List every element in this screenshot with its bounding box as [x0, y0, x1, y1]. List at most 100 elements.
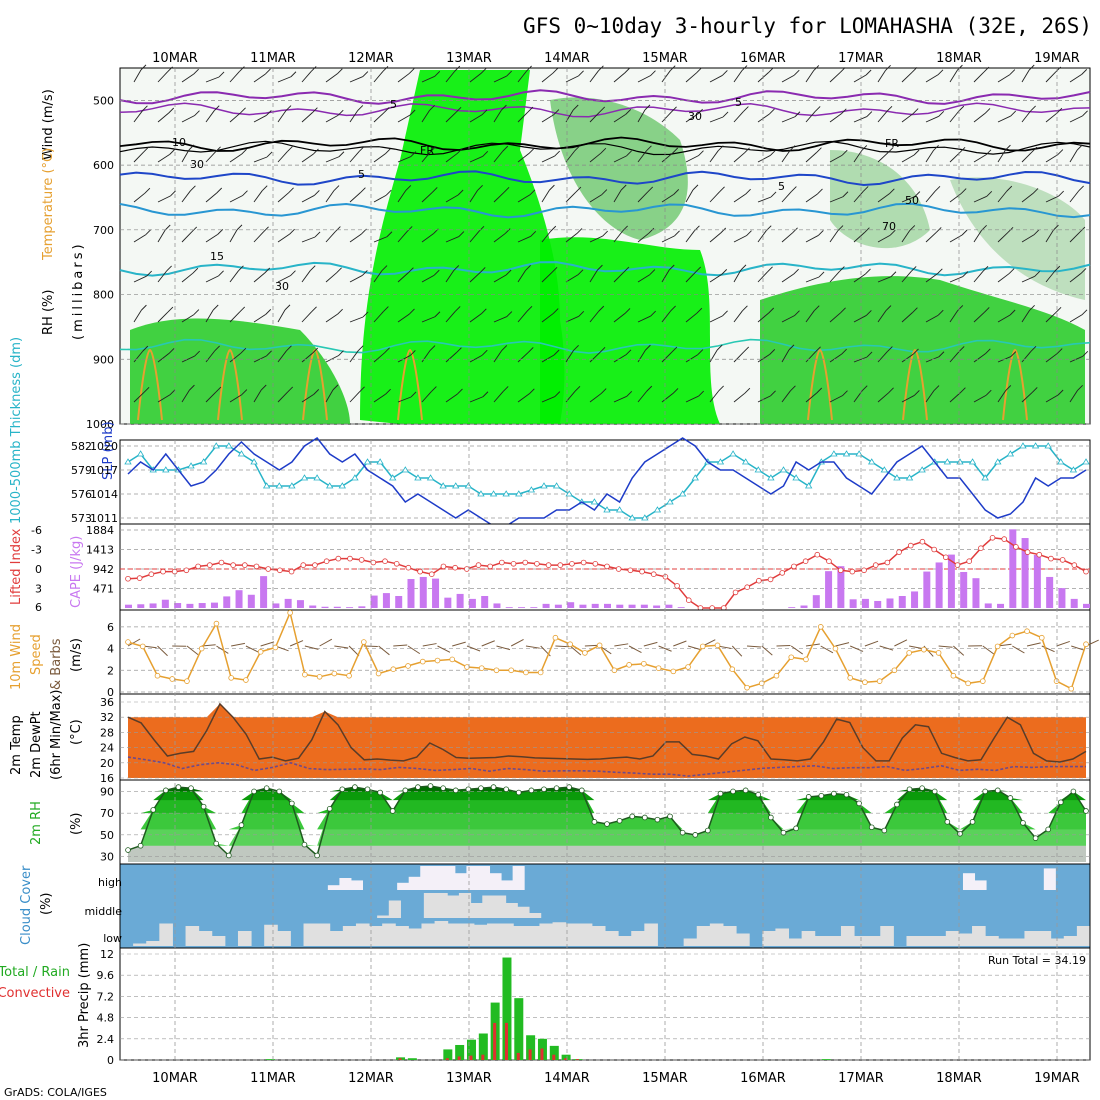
wind-barb-flag: [572, 104, 579, 111]
wind-barb-flag: [312, 107, 318, 113]
wind-barb-flag: [934, 185, 941, 192]
wind-barb: [901, 271, 912, 283]
wind-barb: [853, 191, 864, 203]
wind-barb-flag: [1033, 229, 1040, 236]
cloud-middle-bar: [517, 906, 530, 918]
date-label-bottom: 18MAR: [936, 1071, 982, 1086]
cloud-low-bar: [1076, 926, 1091, 946]
wind-barb: [613, 271, 625, 283]
rh2m-series-point: [768, 814, 774, 821]
thickness-series-point: [376, 458, 384, 465]
wind-barb: [949, 276, 964, 283]
wind-barb-flag: [575, 186, 582, 193]
wind-label-a: 10m Wind: [9, 624, 24, 690]
wind-barb: [685, 395, 699, 403]
wind-barb-flag: [433, 269, 440, 276]
date-label-top: 14MAR: [544, 51, 590, 66]
date-label-bottom: 17MAR: [838, 1071, 884, 1086]
wind-barb: [517, 111, 529, 123]
wind-barb-flag: [767, 266, 773, 273]
wind-barb: [397, 231, 408, 243]
rh2m-series-point: [591, 819, 598, 825]
wind-barb-flag: [794, 111, 801, 118]
wind-barb: [517, 70, 527, 83]
cloud-low-bar: [683, 938, 698, 946]
wind-barb-flag: [338, 151, 345, 158]
wind-barb-flag: [410, 391, 417, 398]
thickness-series-point: [1031, 442, 1040, 449]
wind-barb-10m: [790, 645, 803, 655]
rh2m-series-point: [667, 813, 673, 820]
wind-barb-flag: [746, 230, 752, 236]
cloud-high-bar: [397, 882, 410, 890]
rh2m-series-point: [705, 827, 711, 834]
wind-barb: [1069, 273, 1082, 283]
wind-barb-flag: [984, 108, 991, 114]
li-tick: -6: [31, 524, 42, 537]
wind-barb-flag: [332, 384, 339, 391]
wind-barb-flag: [793, 268, 799, 275]
cloud-low-bar: [605, 931, 619, 946]
wind-barb: [301, 393, 314, 403]
wind-speed-series-point: [876, 678, 883, 684]
wind-barb-flag: [622, 225, 628, 232]
wind-barb-10m: [127, 638, 141, 647]
wind-barb-flag: [745, 188, 751, 195]
cloud-low-bar: [814, 936, 829, 946]
wind-barb: [733, 351, 745, 363]
lifted-index-series-point: [277, 567, 283, 574]
contour-label: 70: [882, 220, 896, 233]
wind-barb: [877, 110, 888, 123]
panel-grid: [174, 440, 1058, 1060]
rh2m-series-point: [1070, 788, 1077, 795]
lifted-index-series-point: [639, 568, 645, 575]
wind-speed-series-point: [302, 671, 308, 678]
wind-barb: [397, 190, 407, 203]
wind-barb: [1045, 112, 1058, 123]
rh2m-series-point: [566, 784, 572, 790]
thickness-series-point: [792, 474, 800, 481]
wind-barb: [277, 110, 287, 123]
cape-bar: [505, 607, 513, 608]
wind-barb-flag: [626, 150, 632, 157]
cape-bar: [628, 604, 636, 608]
wind-barb: [637, 232, 650, 243]
pressure-tick: 1000: [86, 418, 114, 431]
cape-bar: [530, 607, 538, 608]
lifted-index-series-point: [896, 549, 902, 555]
cape-bar: [1083, 603, 1090, 608]
wind-barb: [469, 396, 484, 403]
wind-barb: [469, 114, 483, 123]
wind-barb-flag: [141, 304, 147, 311]
wind-speed-series-point: [596, 642, 603, 649]
wind-barb-flag: [788, 344, 795, 351]
wind-barb-flag: [1009, 309, 1016, 316]
wind-barb: [685, 312, 698, 323]
wind-barb: [637, 349, 646, 363]
precip-tick: 2.4: [97, 1033, 115, 1046]
precip-conv-bar: [469, 1055, 473, 1060]
wind-barb: [397, 114, 411, 123]
li-tick: 6: [35, 601, 42, 614]
cloud-high-bar: [477, 866, 491, 890]
wind-barb: [229, 229, 238, 243]
contour-label: 5: [735, 96, 742, 109]
wind-barb: [925, 74, 939, 83]
lifted-index-series-point: [452, 564, 458, 571]
wind-barb-flag: [839, 67, 846, 73]
wind-barb-flag: [837, 225, 844, 231]
thickness-series-point: [237, 450, 246, 457]
wind-barb-flag: [793, 69, 800, 76]
wind-barb-flag: [672, 147, 679, 154]
wind-barb: [493, 391, 504, 403]
date-label-bottom: 15MAR: [642, 1071, 688, 1086]
cloud-high-bar: [962, 873, 976, 890]
thickness-series-point: [754, 466, 762, 473]
wind-barb: [277, 350, 287, 363]
rh-tick: 50: [100, 829, 114, 842]
wind-barb: [325, 114, 339, 123]
wind-barb-flag: [550, 225, 557, 232]
wind-barb: [445, 236, 460, 243]
wind-barb: [541, 313, 554, 323]
wind-barb: [1069, 231, 1081, 243]
